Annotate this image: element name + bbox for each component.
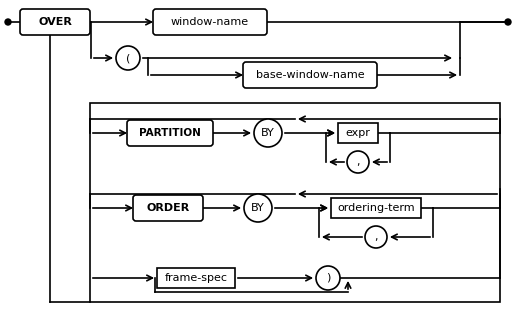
Circle shape — [505, 19, 511, 25]
Circle shape — [5, 19, 11, 25]
FancyBboxPatch shape — [153, 9, 267, 35]
Circle shape — [365, 226, 387, 248]
FancyBboxPatch shape — [20, 9, 90, 35]
Text: ): ) — [326, 273, 330, 283]
Text: window-name: window-name — [171, 17, 249, 27]
Text: frame-spec: frame-spec — [165, 273, 228, 283]
Text: OVER: OVER — [38, 17, 72, 27]
FancyBboxPatch shape — [243, 62, 377, 88]
Bar — [90, 103, 500, 302]
Text: PARTITION: PARTITION — [139, 128, 201, 138]
Bar — [331, 198, 421, 218]
Text: ordering-term: ordering-term — [337, 203, 415, 213]
Text: BY: BY — [251, 203, 265, 213]
Circle shape — [254, 119, 282, 147]
Text: base-window-name: base-window-name — [256, 70, 364, 80]
Circle shape — [347, 151, 369, 173]
Circle shape — [316, 266, 340, 290]
Text: (: ( — [126, 53, 130, 63]
Text: ,: , — [374, 232, 378, 242]
Circle shape — [244, 194, 272, 222]
Text: ,: , — [356, 157, 360, 167]
Bar — [338, 123, 378, 143]
Circle shape — [116, 46, 140, 70]
Text: BY: BY — [261, 128, 275, 138]
FancyBboxPatch shape — [133, 195, 203, 221]
Text: expr: expr — [346, 128, 370, 138]
FancyBboxPatch shape — [127, 120, 213, 146]
Bar — [157, 268, 235, 288]
Text: ORDER: ORDER — [147, 203, 189, 213]
